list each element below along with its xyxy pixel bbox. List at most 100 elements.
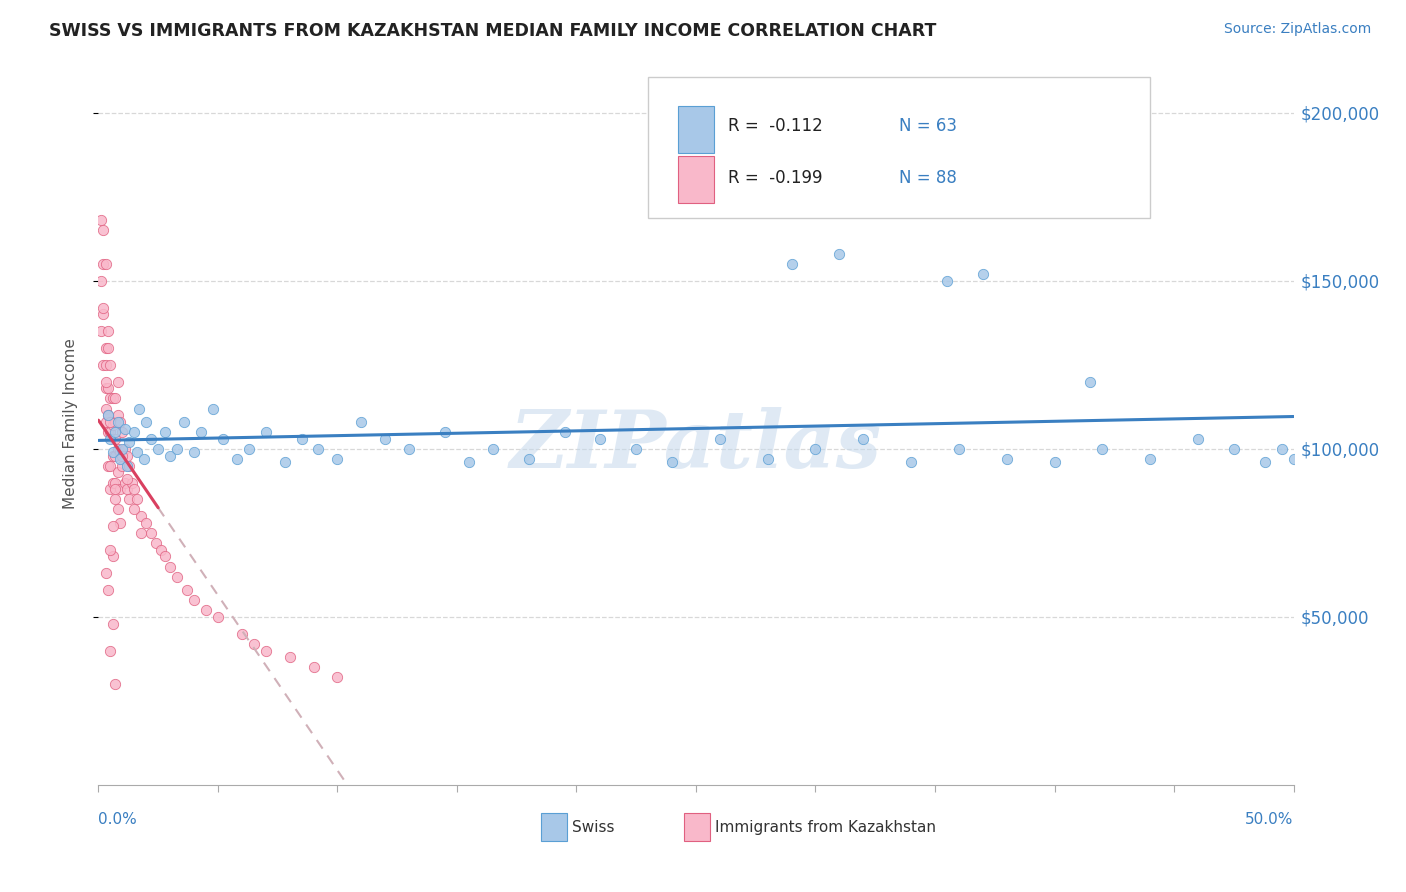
Point	[97, 458, 120, 473]
Point	[481, 442, 505, 456]
Text: R =  -0.112: R = -0.112	[728, 117, 823, 135]
Point	[517, 452, 540, 467]
Point	[173, 415, 195, 429]
Point	[101, 549, 124, 564]
Point	[107, 415, 129, 429]
Point	[94, 381, 117, 395]
Point	[852, 432, 875, 446]
Point	[145, 536, 167, 550]
Point	[101, 519, 124, 533]
Point	[124, 502, 146, 516]
Point	[104, 432, 127, 446]
Point	[190, 425, 212, 439]
Point	[107, 466, 129, 480]
Point	[589, 432, 612, 446]
Point	[274, 455, 297, 469]
Point	[202, 401, 225, 416]
Point	[124, 425, 146, 439]
Point	[108, 516, 131, 530]
Point	[135, 415, 157, 429]
Point	[98, 432, 122, 446]
Point	[326, 670, 349, 684]
Point	[936, 274, 959, 288]
Text: 50.0%: 50.0%	[1246, 813, 1294, 828]
Point	[780, 257, 803, 271]
Point	[756, 452, 779, 467]
Point	[101, 445, 124, 459]
Point	[661, 455, 683, 469]
Text: Immigrants from Kazakhstan: Immigrants from Kazakhstan	[716, 820, 936, 835]
Point	[626, 442, 648, 456]
FancyBboxPatch shape	[541, 814, 567, 840]
Point	[115, 472, 138, 486]
Point	[107, 502, 129, 516]
Point	[948, 442, 970, 456]
Point	[1271, 442, 1294, 456]
Point	[104, 392, 127, 406]
Point	[159, 449, 181, 463]
Point	[900, 455, 922, 469]
Point	[118, 492, 141, 507]
Text: ZIPatlas: ZIPatlas	[510, 407, 882, 484]
Point	[166, 569, 188, 583]
Point	[101, 392, 124, 406]
Point	[159, 559, 181, 574]
Point	[101, 475, 124, 490]
Point	[238, 442, 260, 456]
Point	[114, 422, 136, 436]
Point	[104, 425, 127, 439]
Point	[111, 458, 134, 473]
Point	[125, 445, 148, 459]
Point	[828, 247, 851, 261]
Point	[98, 392, 122, 406]
Point	[350, 415, 373, 429]
Point	[195, 603, 218, 617]
Point	[139, 432, 162, 446]
Point	[278, 650, 301, 665]
Point	[1091, 442, 1114, 456]
Point	[1282, 452, 1305, 467]
Point	[94, 375, 117, 389]
Point	[211, 432, 233, 446]
Point	[149, 542, 172, 557]
FancyBboxPatch shape	[678, 106, 714, 153]
Point	[176, 582, 198, 597]
Point	[94, 566, 117, 581]
Y-axis label: Median Family Income: Median Family Income	[63, 338, 77, 509]
Point	[207, 610, 229, 624]
FancyBboxPatch shape	[685, 814, 710, 840]
Point	[114, 442, 136, 456]
Point	[97, 582, 120, 597]
Point	[254, 643, 277, 657]
FancyBboxPatch shape	[648, 77, 1150, 218]
Point	[98, 358, 122, 372]
Point	[135, 516, 157, 530]
Point	[115, 458, 138, 473]
Point	[554, 425, 576, 439]
Point	[243, 637, 266, 651]
Point	[326, 452, 349, 467]
Point	[98, 415, 122, 429]
Point	[121, 475, 143, 490]
Point	[124, 482, 146, 496]
Point	[104, 482, 127, 496]
Point	[115, 482, 138, 496]
Point	[1254, 455, 1277, 469]
Point	[1080, 375, 1102, 389]
Point	[107, 442, 129, 456]
Point	[709, 432, 731, 446]
Point	[148, 442, 170, 456]
Point	[90, 274, 112, 288]
Point	[108, 482, 131, 496]
FancyBboxPatch shape	[678, 156, 714, 203]
Point	[118, 458, 141, 473]
Point	[98, 425, 122, 439]
Point	[97, 341, 120, 355]
Point	[90, 324, 112, 338]
Point	[107, 375, 129, 389]
Point	[101, 418, 124, 433]
Point	[97, 425, 120, 439]
Point	[108, 415, 131, 429]
Point	[155, 425, 177, 439]
Point	[97, 409, 120, 423]
